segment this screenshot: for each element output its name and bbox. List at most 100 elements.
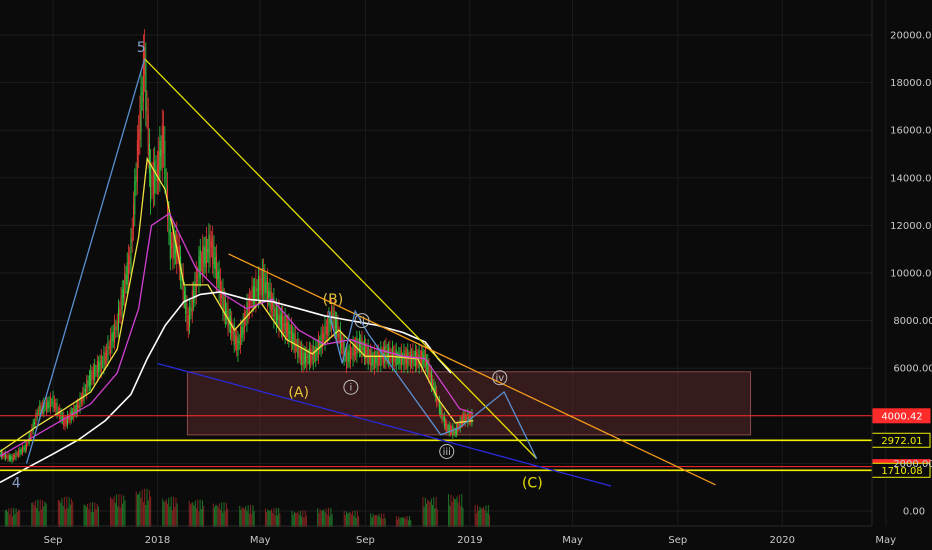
candle-body [307,355,309,358]
candle-body [61,415,63,421]
volume-bar [432,504,434,527]
candle-body [395,349,397,367]
trendline [25,58,146,464]
volume-bar [96,503,98,527]
volume-bar [461,494,463,527]
volume-bar [8,508,10,527]
candle-body [238,340,240,344]
candle-body [10,456,12,460]
volume-bar [436,508,438,527]
candle-body [134,181,136,215]
candle-body [136,139,138,182]
wave-label: i [349,383,352,394]
volume-bar [83,504,85,527]
volume-bar [136,494,138,527]
volume-bar [375,514,377,527]
candle-body [316,347,318,355]
time-tick-label: 2019 [457,535,482,546]
candle-body [91,371,93,381]
volume-bar [451,502,453,527]
candle-body [400,349,402,368]
volume-bar [117,506,119,527]
volume-bar [60,502,62,527]
candle-body [433,383,435,391]
candle-body [263,268,265,293]
candle-body [283,323,285,327]
volume-bar [10,507,12,527]
candle-body [366,349,368,358]
volume-bar [222,512,224,527]
candle-body [310,349,312,363]
wave-projection-line [327,309,538,459]
candle-body [114,322,116,344]
candle-body [358,337,360,352]
candle-body [35,413,37,425]
volume-bar [350,514,352,527]
candle-body [331,307,333,331]
candle-body [342,340,344,354]
volume-bar [5,509,7,527]
candle-body [221,289,223,299]
candle-body [388,348,390,362]
volume-bar [194,500,196,527]
candle-body [189,305,191,327]
candle-body [468,415,470,422]
candle-body [252,287,254,304]
candle-body [272,301,274,310]
candle-body [26,443,28,450]
candle-body [292,332,294,344]
candle-body [55,402,57,410]
volume-bar [165,499,167,527]
volume-bar [489,514,491,527]
volume-bar [267,509,269,527]
candle-body [367,345,369,365]
candle-body [336,319,338,336]
volume-bar [193,505,195,527]
volume-bar [423,506,425,527]
candle-body [255,278,257,305]
time-tick-label: May [875,535,896,546]
candle-body [53,399,55,408]
volume-bar [119,507,121,527]
candle-body [426,359,428,366]
candle-body [135,176,137,183]
candle-body [248,296,250,312]
candle-body [231,318,233,338]
time-tick-label: Sep [668,535,687,546]
candle-body [239,327,241,348]
candle-body [224,300,226,320]
volume-bar [291,510,293,527]
volume-bar [114,502,116,527]
candle-body [389,346,391,364]
volume-bar [90,512,92,527]
volume-bar [372,513,374,527]
volume-bar [324,512,326,527]
candle-body [0,451,2,458]
volume-bar [448,494,450,527]
volume-bar [251,513,253,527]
candle-body [147,113,149,155]
volume-bar [9,514,11,527]
volume-bar [299,510,301,527]
candle-body [74,408,76,413]
volume-bar [486,512,488,527]
moving-average-line [0,291,452,484]
volume-bar [269,511,271,527]
volume-bar [321,510,323,527]
candle-body [86,379,88,395]
volume-bar [167,503,169,527]
candle-body [31,427,33,435]
candle-body [92,368,94,380]
volume-bar [19,510,21,527]
volume-bar [95,509,97,527]
candle-body [94,364,96,381]
volume-bar [381,513,383,527]
candle-body [329,319,331,325]
volume-bar [240,509,242,527]
volume-bar [356,510,358,527]
price-tick-label: 20000.00 [890,31,932,42]
candle-body [459,419,461,430]
candle-body [442,417,444,419]
